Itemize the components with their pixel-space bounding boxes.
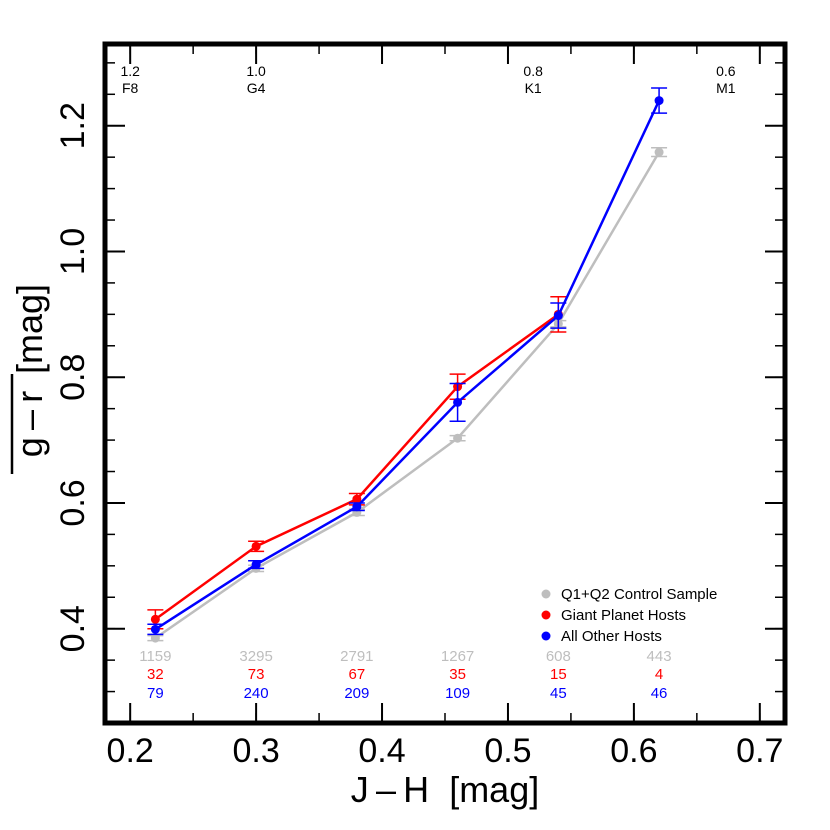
sample-count: 1267	[441, 648, 474, 665]
legend-marker	[541, 631, 551, 641]
sample-count: 79	[147, 685, 164, 702]
sample-count: 35	[449, 666, 466, 683]
y-axis-label: g – r [mag]	[9, 284, 50, 474]
sample-count: 15	[550, 666, 567, 683]
data-point	[654, 147, 664, 157]
y-tick-label: 0.4	[54, 605, 92, 652]
top-annotation-mass: 1.0	[246, 63, 266, 79]
data-point	[553, 311, 563, 321]
top-annotation-spectral-type: G4	[247, 80, 266, 96]
sample-count: 209	[344, 685, 369, 702]
top-annotation-mass: 0.6	[716, 63, 736, 79]
sample-count: 46	[651, 685, 668, 702]
legend-label: Giant Planet Hosts	[561, 607, 686, 624]
x-tick-label: 0.5	[484, 732, 531, 770]
data-point	[251, 560, 261, 570]
series-giant-planet-hosts	[147, 295, 567, 630]
sample-count: 73	[248, 666, 265, 683]
y-tick-label: 1.0	[54, 228, 92, 275]
series-layer	[147, 87, 668, 643]
y-tick-label: 0.6	[54, 479, 92, 526]
x-tick-label: 0.2	[107, 732, 154, 770]
top-annotation-spectral-type: K1	[525, 80, 542, 96]
series-line	[154, 100, 661, 631]
data-point	[352, 502, 362, 512]
tick-labels-layer: 0.2 0.3 0.4 0.5 0.6 0.7 0.4 0.6 0.8 1.0 1.2	[54, 102, 783, 770]
y-axis-label-main: g – r	[9, 391, 50, 457]
x-tick-label: 0.7	[736, 732, 783, 770]
sample-count: 608	[546, 648, 571, 665]
top-annotation-spectral-type: F8	[122, 80, 139, 96]
top-annotation-mass: 0.8	[523, 63, 543, 79]
sample-count: 4	[655, 666, 663, 683]
legend-marker	[541, 610, 551, 620]
sample-count: 3295	[239, 648, 272, 665]
legend-marker	[541, 589, 551, 599]
x-tick-label: 0.4	[358, 732, 405, 770]
data-point	[150, 614, 160, 624]
sample-count: 2791	[340, 648, 373, 665]
legend-label: All Other Hosts	[561, 628, 662, 645]
data-point	[150, 624, 160, 634]
y-tick-label: 1.2	[54, 102, 92, 149]
top-annotation-spectral-type: M1	[716, 80, 736, 96]
data-point	[654, 96, 664, 106]
sample-count: 67	[349, 666, 366, 683]
counts-layer: 1159 3295 2791 1267 608 443 32 73 67 35 15 4 79 240 20…	[139, 648, 671, 702]
top-annotation-mass: 1.2	[120, 63, 140, 79]
plot-frame	[102, 41, 788, 726]
sample-count: 45	[550, 685, 567, 702]
sample-count: 32	[147, 666, 164, 683]
data-point	[352, 494, 362, 504]
x-tick-label: 0.6	[610, 732, 657, 770]
series-all-other-hosts	[147, 87, 668, 636]
y-axis-label-unit: [mag]	[9, 284, 50, 374]
sample-count: 443	[647, 648, 672, 665]
y-tick-label: 0.8	[54, 354, 92, 401]
data-point	[251, 541, 261, 551]
sample-count: 240	[244, 685, 269, 702]
data-point	[453, 397, 463, 407]
x-tick-label: 0.3	[232, 732, 279, 770]
legend: Q1+Q2 Control Sample Giant Planet Hosts Al…	[541, 586, 717, 645]
series-line	[154, 151, 661, 640]
series-line	[154, 313, 560, 621]
sample-count: 1159	[139, 648, 171, 665]
legend-label: Q1+Q2 Control Sample	[561, 586, 717, 603]
data-point	[453, 433, 463, 443]
sample-count: 109	[445, 685, 470, 702]
x-axis-label: J – H [mag]	[351, 769, 539, 810]
data-point	[150, 633, 160, 643]
top-annotations: 1.2F8 1.0G4 0.8K1 0.6M1	[120, 63, 735, 96]
